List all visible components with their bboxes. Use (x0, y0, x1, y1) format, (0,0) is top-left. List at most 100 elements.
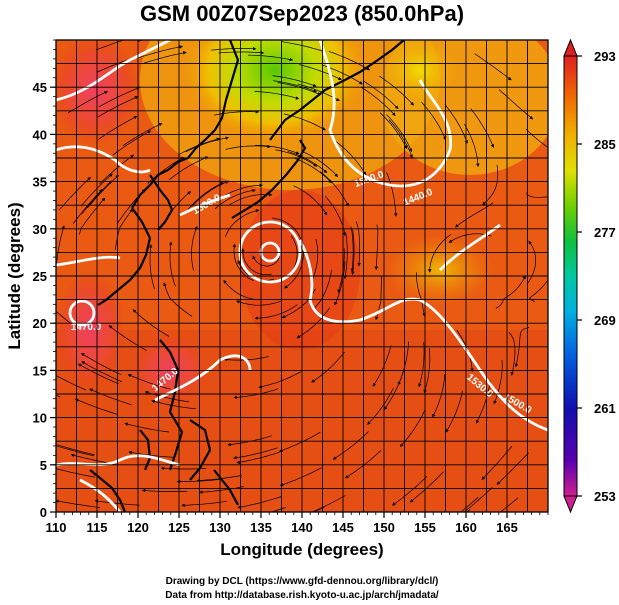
streamline (294, 157, 333, 184)
y-tick-label: 30 (33, 222, 47, 237)
streamline (273, 80, 318, 93)
streamline (232, 243, 254, 282)
streamline (416, 272, 426, 317)
streamline (367, 387, 394, 425)
streamline (464, 124, 480, 168)
streamline (228, 192, 273, 206)
streamline (199, 486, 245, 494)
streamline (141, 488, 188, 493)
y-tick-label: 45 (33, 80, 47, 95)
streamline (59, 176, 91, 211)
streamline (474, 53, 512, 81)
y-axis-label: Latitude (degrees) (5, 202, 24, 349)
streamline (80, 353, 122, 375)
streamline (362, 80, 399, 110)
colorbar-tick-label: 293 (594, 49, 616, 64)
streamline (445, 390, 463, 433)
y-tick-label: 10 (33, 411, 47, 426)
streamline (475, 380, 491, 424)
streamline (386, 114, 413, 153)
streamline (255, 145, 300, 155)
x-tick-label: 145 (332, 520, 354, 535)
streamline (343, 233, 348, 280)
colorbar-tick-label: 277 (594, 225, 616, 240)
streamline (496, 452, 529, 485)
streamline (81, 361, 123, 383)
streamline (67, 91, 108, 114)
field-cool-region (185, 40, 365, 140)
streamline (218, 50, 265, 55)
chart-title: GSM 00Z07Sep2023 (850.0hPa) (140, 1, 464, 26)
streamline (284, 249, 304, 289)
streamline (138, 45, 183, 59)
streamline (312, 269, 333, 311)
streamline (421, 101, 447, 141)
y-tick-label: 35 (33, 175, 47, 190)
streamline (388, 119, 413, 159)
streamline (151, 399, 196, 410)
streamline (115, 208, 133, 250)
streamline (254, 304, 298, 320)
streamline (185, 136, 229, 153)
gridlines (56, 40, 548, 512)
footer-line-1: Drawing by DCL (https://www.gfd-dennou.o… (166, 576, 439, 587)
streamline (56, 394, 61, 398)
streamline (495, 275, 526, 309)
streamline (508, 332, 516, 376)
streamline (470, 108, 495, 148)
streamline (98, 87, 140, 108)
colorbar-top-arrow (563, 38, 578, 57)
streamline (312, 506, 325, 512)
streamline (272, 217, 305, 247)
colorbar-tick-label: 253 (594, 489, 616, 504)
streamline (525, 193, 548, 198)
x-tick-label: 130 (209, 520, 231, 535)
streamline (392, 476, 428, 506)
streamline (270, 507, 286, 512)
streamline (233, 388, 279, 400)
streamline (81, 180, 113, 215)
streamline (493, 359, 503, 405)
streamline (224, 209, 260, 238)
x-tick-label: 115 (87, 520, 108, 535)
streamline (287, 151, 328, 173)
streamline (247, 54, 294, 62)
streamline (187, 182, 224, 210)
colorbar-tick-label: 269 (594, 313, 616, 328)
x-tick-label: 110 (46, 520, 67, 535)
streamline (397, 341, 410, 386)
streamline (350, 226, 355, 272)
streamline (301, 150, 339, 178)
streamline (279, 431, 321, 452)
colorbar-bottom-arrow (563, 495, 578, 514)
streamline (328, 51, 371, 71)
y-tick-label: 0 (40, 505, 47, 520)
streamline (132, 309, 170, 337)
streamline (514, 327, 530, 368)
streamline (379, 75, 414, 106)
x-tick-label: 125 (168, 520, 190, 535)
y-tick-label: 40 (33, 127, 47, 142)
y-tick-label: 25 (33, 269, 47, 284)
streamline (122, 123, 163, 146)
streamline (311, 351, 345, 383)
streamline (254, 91, 300, 100)
x-tick-label: 165 (496, 520, 518, 535)
streamline (281, 41, 326, 53)
streamline (275, 149, 318, 167)
streamline (296, 307, 331, 339)
streamline (56, 375, 86, 391)
streamline (482, 164, 499, 206)
streamline (334, 261, 346, 306)
streamline (56, 444, 95, 456)
streamline (324, 195, 347, 237)
colorbar-tick-label: 261 (594, 401, 616, 416)
streamline (163, 282, 193, 317)
streamline (335, 141, 367, 176)
streamline (168, 241, 176, 287)
streamline (169, 156, 209, 180)
x-tick-label: 140 (291, 520, 313, 535)
streamline (181, 500, 227, 508)
